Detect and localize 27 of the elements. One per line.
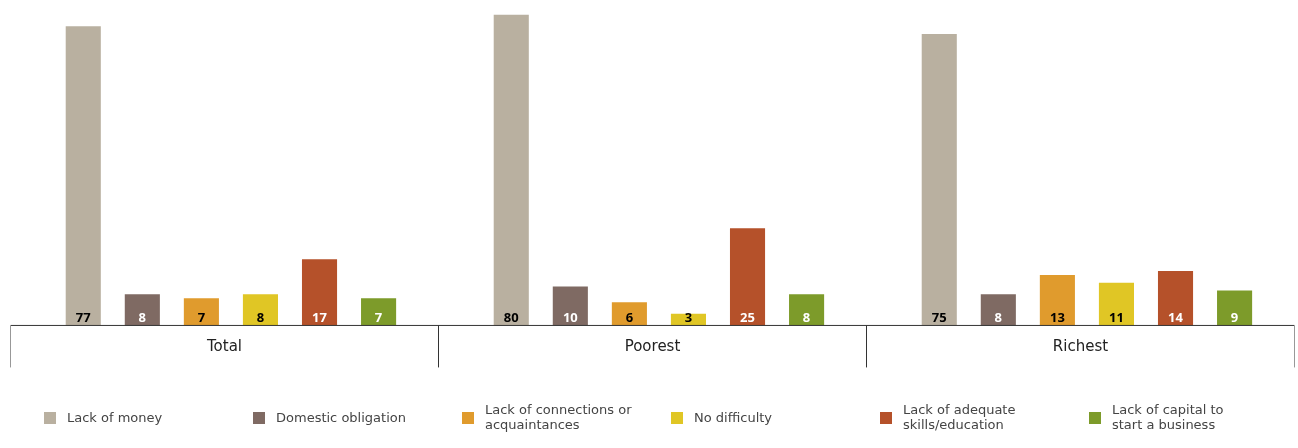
data-label: 10	[562, 308, 578, 327]
x-tick-label: Richest	[1052, 337, 1109, 356]
data-label: 8	[138, 308, 147, 327]
legend-label: No difficulty	[694, 408, 774, 427]
data-label: 8	[994, 308, 1003, 327]
data-label: 8	[802, 308, 811, 327]
data-label: 25	[740, 308, 755, 327]
legend-label: Lack of adequate skills/education	[903, 402, 1017, 432]
data-label: 3	[684, 308, 693, 327]
data-label: 9	[1230, 308, 1239, 327]
data-label: 75	[931, 308, 947, 327]
data-label: 13	[1049, 308, 1065, 327]
legend-label: Lack of capital to start a business	[1112, 402, 1225, 432]
x-tick-label: Poorest	[624, 337, 681, 356]
data-label: 6	[625, 308, 634, 327]
data-label: 77	[75, 308, 92, 327]
legend-label: Lack of money	[67, 408, 164, 427]
data-label: 14	[1168, 308, 1184, 327]
legend-label: Domestic obligation	[276, 408, 407, 427]
data-label: 17	[312, 308, 328, 327]
data-label: 11	[1109, 308, 1124, 327]
data-label: 8	[256, 308, 265, 327]
data-label: 7	[197, 308, 206, 327]
data-label: 7	[374, 308, 383, 327]
data-label: 80	[503, 308, 519, 327]
x-tick-label: Total	[205, 337, 243, 356]
legend-label: Lack of connections or acquaintances	[485, 402, 633, 432]
